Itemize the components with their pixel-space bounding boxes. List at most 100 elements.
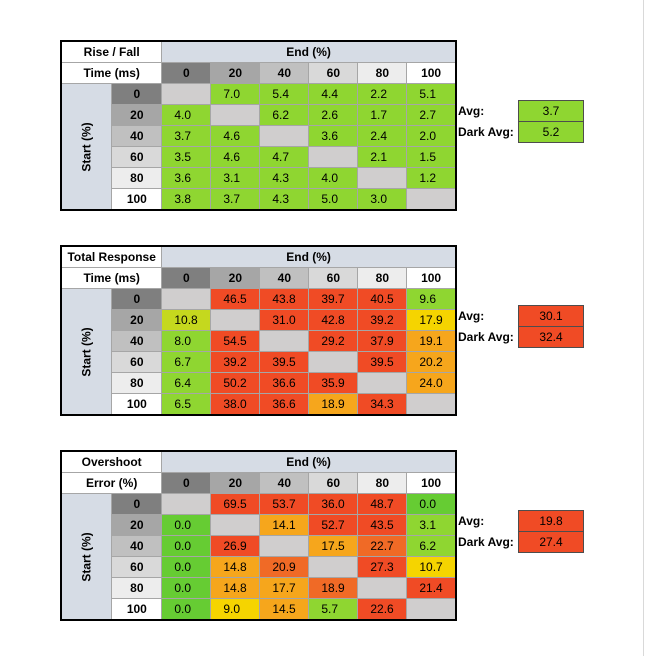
measurement-table-2: Total Response End (%) Time (ms) 0 20 40 60… bbox=[60, 245, 457, 416]
column-header-20: 20 bbox=[210, 472, 261, 494]
value-cell: 46.5 bbox=[210, 288, 261, 310]
value-cell: 2.4 bbox=[357, 125, 408, 147]
value-cell bbox=[210, 514, 261, 536]
value-cell: 39.7 bbox=[308, 288, 359, 310]
table-row: 40 0.0 26.9 17.5 22.7 6.2 bbox=[61, 535, 457, 557]
value-cell: 2.6 bbox=[308, 104, 359, 126]
value-cell: 3.6 bbox=[161, 167, 212, 189]
value-cell: 31.0 bbox=[259, 309, 310, 331]
table-title-line1: Total Response bbox=[60, 245, 163, 268]
value-cell: 5.1 bbox=[406, 83, 457, 105]
column-header-80: 80 bbox=[357, 62, 408, 84]
average-table: Avg: 19.8 Dark Avg: 27.4 bbox=[458, 510, 584, 553]
value-cell: 20.9 bbox=[259, 556, 310, 578]
value-cell: 43.5 bbox=[357, 514, 408, 536]
value-cell: 29.2 bbox=[308, 330, 359, 352]
value-cell: 9.6 bbox=[406, 288, 457, 310]
heatmap-grid: Overshoot End (%) Error (%) 0 20 40 60 80 100… bbox=[60, 450, 457, 621]
row-header-60: 60 bbox=[111, 351, 163, 373]
value-cell bbox=[161, 83, 212, 105]
value-cell: 10.8 bbox=[161, 309, 212, 331]
column-header-20: 20 bbox=[210, 62, 261, 84]
value-cell: 35.9 bbox=[308, 372, 359, 394]
value-cell: 50.2 bbox=[210, 372, 261, 394]
row-header-0: 0 bbox=[111, 493, 163, 515]
row-header-20: 20 bbox=[111, 514, 163, 536]
value-cell bbox=[357, 167, 408, 189]
column-header-0: 0 bbox=[161, 62, 212, 84]
average-summary: Avg: 3.7 Dark Avg: 5.2 bbox=[458, 100, 584, 143]
value-cell bbox=[308, 351, 359, 373]
row-header-80: 80 bbox=[111, 372, 163, 394]
row-header-80: 80 bbox=[111, 577, 163, 599]
value-cell: 22.6 bbox=[357, 598, 408, 621]
value-cell: 40.5 bbox=[357, 288, 408, 310]
value-cell: 4.4 bbox=[308, 83, 359, 105]
column-header-0: 0 bbox=[161, 267, 212, 289]
table-row: 40 3.7 4.6 3.6 2.4 2.0 bbox=[61, 125, 457, 147]
value-cell: 2.2 bbox=[357, 83, 408, 105]
row-header-0: 0 bbox=[111, 83, 163, 105]
table-row: 60 0.0 14.8 20.9 27.3 10.7 bbox=[61, 556, 457, 578]
table-title-line1: Overshoot bbox=[60, 450, 163, 473]
average-value: 19.8 bbox=[518, 510, 584, 532]
column-header-0: 0 bbox=[161, 472, 212, 494]
value-cell: 1.5 bbox=[406, 146, 457, 168]
value-cell: 26.9 bbox=[210, 535, 261, 557]
value-cell: 48.7 bbox=[357, 493, 408, 515]
average-table: Avg: 30.1 Dark Avg: 32.4 bbox=[458, 305, 584, 348]
average-label: Avg: bbox=[458, 514, 485, 528]
table-row: 40 8.0 54.5 29.2 37.9 19.1 bbox=[61, 330, 457, 352]
value-cell: 5.4 bbox=[259, 83, 310, 105]
row-header-60: 60 bbox=[111, 556, 163, 578]
value-cell: 3.6 bbox=[308, 125, 359, 147]
table-row: 20 10.8 31.0 42.8 39.2 17.9 bbox=[61, 309, 457, 331]
column-header-40: 40 bbox=[259, 472, 310, 494]
value-cell: 8.0 bbox=[161, 330, 212, 352]
value-cell: 0.0 bbox=[161, 514, 212, 536]
table-row: Start (%) 0 7.0 5.4 4.4 2.2 5.1 bbox=[60, 83, 457, 211]
average-value: 30.1 bbox=[518, 305, 584, 327]
value-cell: 17.5 bbox=[308, 535, 359, 557]
table-row: 20 4.0 6.2 2.6 1.7 2.7 bbox=[61, 104, 457, 126]
row-header-20: 20 bbox=[111, 104, 163, 126]
table-row: 80 6.4 50.2 36.6 35.9 24.0 bbox=[61, 372, 457, 394]
value-cell: 36.6 bbox=[259, 393, 310, 416]
value-cell: 2.7 bbox=[406, 104, 457, 126]
value-cell: 19.1 bbox=[406, 330, 457, 352]
value-cell bbox=[259, 535, 310, 557]
value-cell: 21.4 bbox=[406, 577, 457, 599]
column-header-60: 60 bbox=[308, 472, 359, 494]
value-cell: 6.2 bbox=[406, 535, 457, 557]
value-cell: 20.2 bbox=[406, 351, 457, 373]
column-header-100: 100 bbox=[406, 472, 457, 494]
table-row: 20 0.0 14.1 52.7 43.5 3.1 bbox=[61, 514, 457, 536]
value-cell: 38.0 bbox=[210, 393, 261, 416]
value-cell: 0.0 bbox=[161, 577, 212, 599]
value-cell: 6.4 bbox=[161, 372, 212, 394]
start-percent-label: Start (%) bbox=[79, 531, 94, 582]
sheet-edge bbox=[643, 0, 644, 656]
dark-average-label: Dark Avg: bbox=[458, 330, 514, 344]
table-row: Start (%) 0 69.5 53.7 36.0 48.7 0.0 bbox=[60, 493, 457, 621]
value-cell: 2.1 bbox=[357, 146, 408, 168]
value-cell bbox=[357, 372, 408, 394]
row-header-80: 80 bbox=[111, 167, 163, 189]
dark-average-value: 5.2 bbox=[518, 121, 584, 143]
average-label: Avg: bbox=[458, 309, 485, 323]
row-header-100: 100 bbox=[111, 393, 163, 416]
value-cell: 3.1 bbox=[406, 514, 457, 536]
table-title-line2: Error (%) bbox=[60, 472, 163, 494]
measurement-table-3: Overshoot End (%) Error (%) 0 20 40 60 80 100… bbox=[60, 450, 457, 621]
table-title-line2: Time (ms) bbox=[60, 62, 163, 84]
value-cell: 3.8 bbox=[161, 188, 212, 211]
value-cell: 4.6 bbox=[210, 146, 261, 168]
value-cell: 14.1 bbox=[259, 514, 310, 536]
column-header-60: 60 bbox=[308, 62, 359, 84]
value-cell: 4.6 bbox=[210, 125, 261, 147]
value-cell bbox=[406, 598, 457, 621]
table-title-line2: Time (ms) bbox=[60, 267, 163, 289]
table-row: 80 0.0 14.8 17.7 18.9 21.4 bbox=[61, 577, 457, 599]
column-header-80: 80 bbox=[357, 472, 408, 494]
value-cell: 18.9 bbox=[308, 577, 359, 599]
